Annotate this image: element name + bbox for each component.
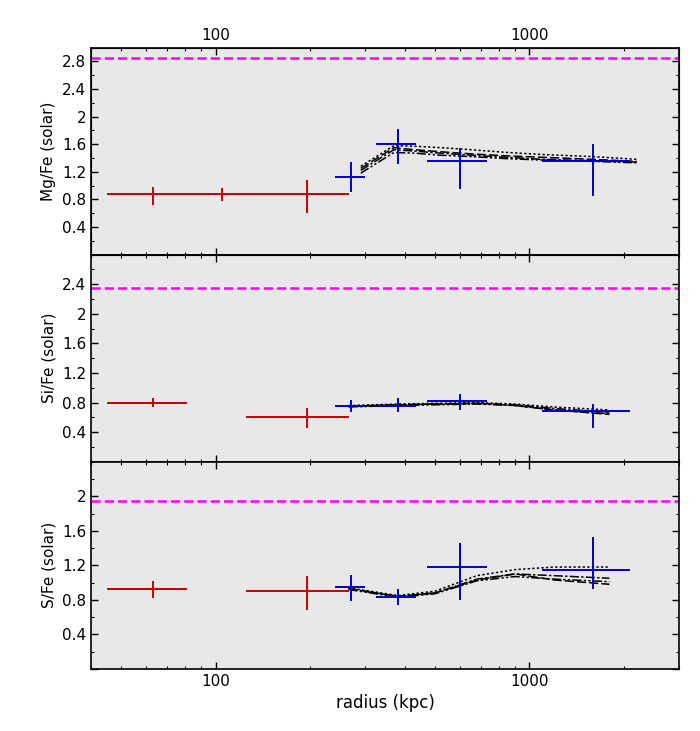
Y-axis label: S/Fe (solar): S/Fe (solar) — [41, 522, 56, 608]
X-axis label: radius (kpc): radius (kpc) — [335, 694, 435, 712]
Y-axis label: Si/Fe (solar): Si/Fe (solar) — [41, 313, 56, 404]
Y-axis label: Mg/Fe (solar): Mg/Fe (solar) — [41, 102, 56, 201]
